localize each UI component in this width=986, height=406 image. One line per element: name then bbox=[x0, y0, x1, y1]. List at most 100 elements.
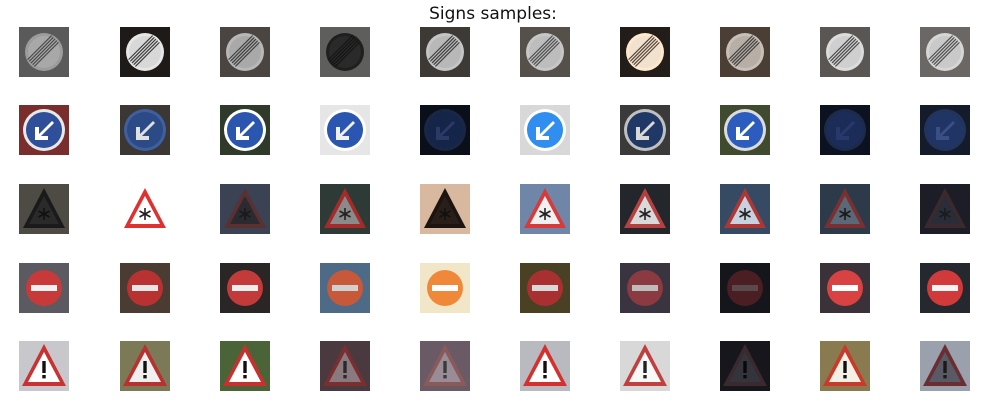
no-entry-sign-icon bbox=[920, 263, 970, 313]
end-of-restriction-sign-sample bbox=[320, 27, 370, 77]
general-caution-sign-icon bbox=[520, 341, 570, 391]
general-caution-sign-icon bbox=[220, 341, 270, 391]
general-caution-sign-sample bbox=[920, 341, 970, 391]
snow-warning-sign-sample bbox=[320, 184, 370, 234]
snow-warning-sign-icon bbox=[220, 184, 270, 234]
snow-warning-sign-icon bbox=[620, 184, 670, 234]
keep-left-sign-sample bbox=[420, 105, 470, 155]
snow-warning-sign-sample bbox=[820, 184, 870, 234]
no-entry-sign-icon bbox=[220, 263, 270, 313]
keep-left-sign-sample bbox=[19, 105, 69, 155]
no-entry-sign-sample bbox=[620, 263, 670, 313]
general-caution-sign-sample bbox=[120, 341, 170, 391]
snow-warning-sign-icon bbox=[19, 184, 69, 234]
snow-warning-sign-icon bbox=[120, 184, 170, 234]
keep-left-sign-sample bbox=[720, 105, 770, 155]
keep-left-sign-sample bbox=[120, 105, 170, 155]
no-entry-sign-sample bbox=[420, 263, 470, 313]
keep-left-sign-sample bbox=[820, 105, 870, 155]
general-caution-sign-icon bbox=[19, 341, 69, 391]
snow-warning-sign-icon bbox=[720, 184, 770, 234]
end-of-restriction-sign-sample bbox=[120, 27, 170, 77]
no-entry-sign-sample bbox=[320, 263, 370, 313]
general-caution-sign-sample bbox=[19, 341, 69, 391]
end-of-restriction-sign-icon bbox=[820, 27, 870, 77]
general-caution-sign-sample bbox=[520, 341, 570, 391]
keep-left-sign-icon bbox=[19, 105, 69, 155]
no-entry-sign-sample bbox=[820, 263, 870, 313]
end-of-restriction-sign-sample bbox=[420, 27, 470, 77]
end-of-restriction-sign-icon bbox=[120, 27, 170, 77]
keep-left-sign-sample bbox=[620, 105, 670, 155]
no-entry-sign-icon bbox=[320, 263, 370, 313]
general-caution-sign-icon bbox=[120, 341, 170, 391]
general-caution-sign-sample bbox=[820, 341, 870, 391]
no-entry-sign-sample bbox=[520, 263, 570, 313]
end-of-restriction-sign-sample bbox=[920, 27, 970, 77]
snow-warning-sign-icon bbox=[820, 184, 870, 234]
keep-left-sign-sample bbox=[220, 105, 270, 155]
snow-warning-sign-sample bbox=[920, 184, 970, 234]
snow-warning-sign-sample bbox=[220, 184, 270, 234]
keep-left-sign-sample bbox=[920, 105, 970, 155]
end-of-restriction-sign-icon bbox=[420, 27, 470, 77]
no-entry-sign-icon bbox=[19, 263, 69, 313]
general-caution-sign-icon bbox=[820, 341, 870, 391]
no-entry-sign-sample bbox=[220, 263, 270, 313]
keep-left-sign-sample bbox=[520, 105, 570, 155]
general-caution-sign-sample bbox=[620, 341, 670, 391]
keep-left-sign-icon bbox=[420, 105, 470, 155]
keep-left-sign-icon bbox=[920, 105, 970, 155]
snow-warning-sign-icon bbox=[520, 184, 570, 234]
snow-warning-sign-icon bbox=[320, 184, 370, 234]
snow-warning-sign-sample bbox=[19, 184, 69, 234]
keep-left-sign-icon bbox=[320, 105, 370, 155]
general-caution-sign-sample bbox=[320, 341, 370, 391]
general-caution-sign-sample bbox=[220, 341, 270, 391]
end-of-restriction-sign-sample bbox=[720, 27, 770, 77]
snow-warning-sign-sample bbox=[720, 184, 770, 234]
snow-warning-sign-sample bbox=[620, 184, 670, 234]
no-entry-sign-sample bbox=[120, 263, 170, 313]
general-caution-sign-sample bbox=[420, 341, 470, 391]
end-of-restriction-sign-icon bbox=[620, 27, 670, 77]
end-of-restriction-sign-sample bbox=[220, 27, 270, 77]
end-of-restriction-sign-sample bbox=[19, 27, 69, 77]
no-entry-sign-sample bbox=[920, 263, 970, 313]
snow-warning-sign-sample bbox=[420, 184, 470, 234]
keep-left-sign-icon bbox=[620, 105, 670, 155]
keep-left-sign-icon bbox=[720, 105, 770, 155]
snow-warning-sign-sample bbox=[520, 184, 570, 234]
general-caution-sign-sample bbox=[720, 341, 770, 391]
general-caution-sign-icon bbox=[620, 341, 670, 391]
end-of-restriction-sign-icon bbox=[920, 27, 970, 77]
no-entry-sign-sample bbox=[19, 263, 69, 313]
snow-warning-sign-icon bbox=[420, 184, 470, 234]
general-caution-sign-icon bbox=[920, 341, 970, 391]
no-entry-sign-icon bbox=[120, 263, 170, 313]
end-of-restriction-sign-icon bbox=[520, 27, 570, 77]
snow-warning-sign-sample bbox=[120, 184, 170, 234]
end-of-restriction-sign-sample bbox=[620, 27, 670, 77]
general-caution-sign-icon bbox=[720, 341, 770, 391]
keep-left-sign-icon bbox=[220, 105, 270, 155]
no-entry-sign-icon bbox=[520, 263, 570, 313]
end-of-restriction-sign-icon bbox=[19, 27, 69, 77]
no-entry-sign-icon bbox=[420, 263, 470, 313]
no-entry-sign-sample bbox=[720, 263, 770, 313]
figure-title: Signs samples: bbox=[429, 4, 557, 24]
no-entry-sign-icon bbox=[820, 263, 870, 313]
end-of-restriction-sign-sample bbox=[820, 27, 870, 77]
general-caution-sign-icon bbox=[420, 341, 470, 391]
end-of-restriction-sign-icon bbox=[320, 27, 370, 77]
end-of-restriction-sign-sample bbox=[520, 27, 570, 77]
keep-left-sign-sample bbox=[320, 105, 370, 155]
no-entry-sign-icon bbox=[620, 263, 670, 313]
end-of-restriction-sign-icon bbox=[220, 27, 270, 77]
no-entry-sign-icon bbox=[720, 263, 770, 313]
keep-left-sign-icon bbox=[520, 105, 570, 155]
end-of-restriction-sign-icon bbox=[720, 27, 770, 77]
keep-left-sign-icon bbox=[120, 105, 170, 155]
keep-left-sign-icon bbox=[820, 105, 870, 155]
